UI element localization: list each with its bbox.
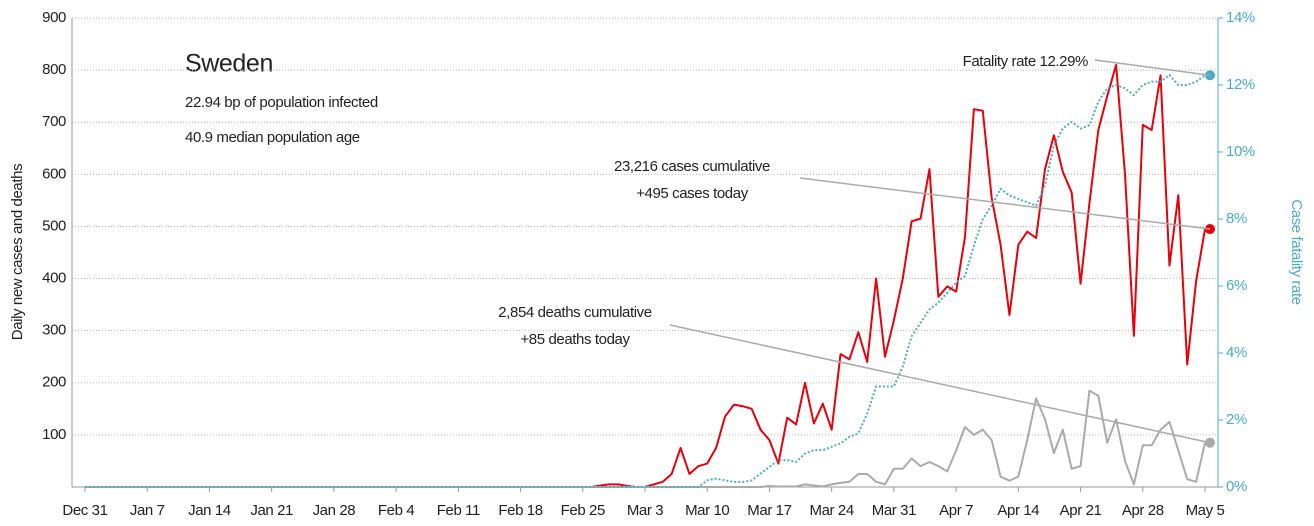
- chart-title: Sweden: [185, 50, 273, 78]
- annotation: 40.9 median population age: [185, 129, 360, 146]
- y2-tick-label: 6%: [1226, 277, 1247, 294]
- y-tick-label: 400: [42, 270, 66, 287]
- y2-tick-label: 14%: [1226, 9, 1255, 26]
- y-tick-label: 300: [42, 322, 66, 339]
- x-tick-label: Feb 25: [561, 502, 605, 519]
- annotation: 23,216 cases cumulative: [614, 158, 770, 175]
- y2-tick-label: 12%: [1226, 76, 1255, 93]
- x-tick-label: Mar 31: [872, 502, 916, 519]
- y-tick-label: 900: [42, 9, 66, 26]
- x-tick-label: Feb 11: [437, 502, 480, 519]
- x-tick-label: Mar 17: [747, 502, 791, 519]
- x-tick-label: Apr 7: [939, 502, 973, 519]
- x-tick-label: Mar 24: [810, 502, 854, 519]
- y-tick-label: 600: [42, 165, 66, 182]
- x-tick-label: Feb 18: [498, 502, 542, 519]
- leader-line: [799, 177, 1211, 230]
- y-tick-label: 700: [42, 113, 66, 130]
- y2-tick-label: 2%: [1226, 411, 1247, 428]
- x-tick-label: Jan 14: [188, 502, 231, 519]
- y2-tick-label: 8%: [1226, 210, 1247, 227]
- annotation: 22.94 bp of population infected: [185, 94, 378, 111]
- y-tick-label: 200: [42, 374, 66, 391]
- y-tick-label: 800: [42, 61, 66, 78]
- x-tick-label: Dec 31: [62, 502, 107, 519]
- x-tick-label: Apr 21: [1060, 502, 1102, 519]
- x-tick-label: Jan 21: [250, 502, 293, 519]
- x-tick-label: Jan 28: [313, 502, 356, 519]
- y2-tick-label: 10%: [1226, 143, 1255, 160]
- x-tick-label: Apr 14: [997, 502, 1039, 519]
- y2-axis-label: Case fatality rate: [1288, 199, 1305, 304]
- annotation: +85 deaths today: [520, 331, 630, 348]
- x-tick-label: Mar 10: [685, 502, 729, 519]
- x-tick-label: Jan 7: [130, 502, 165, 519]
- leader-line: [669, 324, 1211, 444]
- x-tick-label: Feb 4: [378, 502, 414, 519]
- y2-tick-label: 4%: [1226, 344, 1247, 361]
- y-tick-label: 500: [42, 217, 66, 234]
- annotation: 2,854 deaths cumulative: [498, 304, 651, 321]
- x-tick-label: Apr 28: [1122, 502, 1164, 519]
- y-axis-label: Daily new cases and deaths: [9, 164, 26, 340]
- y2-tick-label: 0%: [1226, 478, 1247, 495]
- x-tick-label: May 5: [1186, 502, 1225, 519]
- leader-line: [1094, 59, 1211, 77]
- annotation: +495 cases today: [636, 185, 749, 202]
- y-tick-label: 100: [42, 426, 66, 443]
- x-tick-label: Mar 3: [627, 502, 663, 519]
- series-line: [85, 73, 1206, 488]
- annotation: Fatality rate 12.29%: [963, 53, 1088, 70]
